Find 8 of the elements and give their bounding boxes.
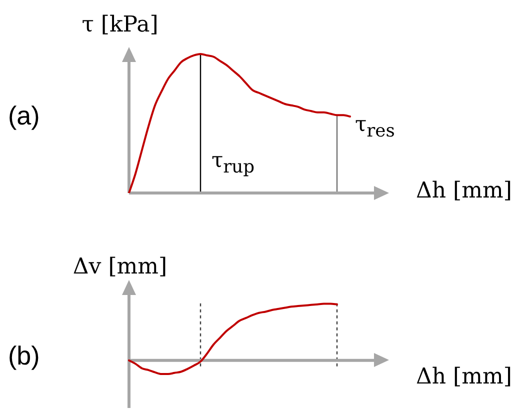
text: (a) <box>8 100 40 132</box>
annotation: τ$_{res}$ <box>355 112 395 142</box>
y-axis-title: Δv [mm] <box>72 254 168 280</box>
annotation: τ$_{rup}$ <box>212 148 255 177</box>
x-axis-title: Δh [mm] <box>416 178 512 204</box>
y-axis-title: τ [kPa] <box>82 12 158 38</box>
text: (b) <box>8 340 40 372</box>
x-axis-title: Δh [mm] <box>416 364 512 390</box>
